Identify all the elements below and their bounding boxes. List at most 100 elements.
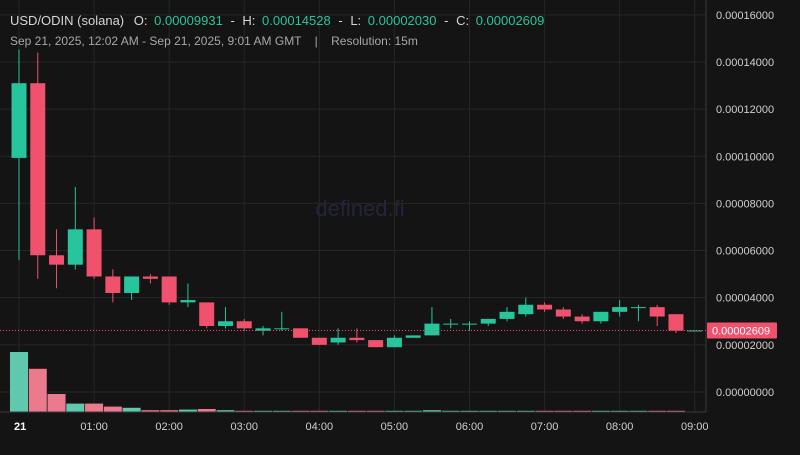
- volume-bar: [591, 410, 610, 412]
- candle[interactable]: [612, 300, 628, 317]
- volume-bar: [460, 410, 479, 412]
- x-tick-label: 06:00: [456, 421, 484, 433]
- candle-body: [105, 276, 121, 293]
- volume-bar: [498, 410, 517, 412]
- volume-bar: [441, 410, 460, 412]
- candle-body: [199, 302, 215, 326]
- high-value: 0.00014528: [262, 13, 331, 28]
- candle[interactable]: [499, 307, 515, 322]
- volume-bars: [10, 352, 685, 412]
- candle-body: [124, 276, 140, 293]
- candle-body: [499, 311, 515, 319]
- candle[interactable]: [518, 297, 534, 317]
- volume-bar: [422, 410, 441, 412]
- y-tick-label: 0.00010000: [716, 151, 774, 163]
- candle[interactable]: [217, 307, 233, 329]
- candle[interactable]: [687, 330, 703, 332]
- candle[interactable]: [124, 276, 140, 301]
- candle[interactable]: [461, 321, 477, 331]
- candle-body: [180, 300, 196, 303]
- last-price-label: 0.00002609: [712, 325, 770, 337]
- candle[interactable]: [180, 283, 196, 308]
- resolution: Resolution: 15m: [331, 34, 418, 48]
- candle[interactable]: [236, 318, 252, 331]
- candle[interactable]: [274, 311, 290, 331]
- candle-body: [330, 337, 346, 343]
- candle-body: [555, 309, 571, 317]
- volume-bar: [28, 368, 47, 412]
- x-tick-label: 09:00: [681, 421, 709, 433]
- close-label: C:: [456, 13, 469, 28]
- candle[interactable]: [67, 186, 83, 270]
- candle[interactable]: [368, 340, 384, 348]
- y-tick-label: 0.00004000: [716, 293, 774, 305]
- candle-body: [405, 335, 421, 338]
- volume-bar: [610, 410, 629, 412]
- high-label: H:: [242, 13, 255, 28]
- candle[interactable]: [86, 217, 102, 279]
- last-price-tag: [707, 322, 777, 339]
- volume-bar: [329, 410, 348, 412]
- volume-bar: [66, 403, 85, 412]
- candle-body: [687, 330, 703, 332]
- candle-body: [574, 316, 590, 322]
- open-label: O:: [134, 13, 148, 28]
- volume-bar: [235, 410, 254, 412]
- candle-body: [386, 337, 402, 348]
- candle[interactable]: [199, 302, 215, 329]
- volume-bar: [10, 352, 28, 412]
- candle[interactable]: [142, 274, 158, 284]
- candle[interactable]: [574, 314, 590, 324]
- candle[interactable]: [49, 229, 65, 289]
- candle-body: [612, 307, 628, 312]
- candle[interactable]: [593, 311, 609, 324]
- candle-body: [161, 276, 177, 303]
- x-tick-label: 21: [14, 421, 26, 433]
- candle[interactable]: [668, 314, 684, 334]
- x-tick-label: 05:00: [381, 421, 409, 433]
- candle[interactable]: [424, 307, 440, 336]
- candles[interactable]: [11, 49, 703, 348]
- volume-bar: [385, 410, 404, 412]
- volume-bar: [554, 410, 573, 412]
- candle[interactable]: [349, 328, 365, 343]
- candle[interactable]: [555, 307, 571, 319]
- volume-bar: [310, 410, 329, 412]
- candle[interactable]: [11, 49, 27, 260]
- candle[interactable]: [386, 335, 402, 348]
- candle[interactable]: [105, 269, 121, 303]
- candle-body: [293, 328, 309, 338]
- low-value: 0.00002030: [368, 13, 437, 28]
- volume-bar: [178, 409, 197, 412]
- candle[interactable]: [293, 328, 309, 338]
- candle[interactable]: [480, 318, 496, 326]
- candle[interactable]: [630, 304, 646, 322]
- candle[interactable]: [537, 302, 553, 312]
- candle[interactable]: [649, 304, 665, 326]
- candle[interactable]: [30, 52, 46, 279]
- candle[interactable]: [443, 318, 459, 329]
- volume-bar: [347, 410, 366, 412]
- y-tick-label: 0.00008000: [716, 198, 774, 210]
- candle-body: [593, 311, 609, 322]
- date-range: Sep 21, 2025, 12:02 AM - Sep 21, 2025, 9…: [10, 34, 302, 48]
- candle[interactable]: [330, 328, 346, 345]
- volume-bar: [516, 410, 535, 412]
- candle-body: [368, 340, 384, 348]
- open-value: 0.00009931: [154, 13, 223, 28]
- volume-bar: [47, 394, 66, 412]
- time-axis[interactable]: 21 01:00 02:00 03:00 04:00 05:00 06:00 07:00 08:…: [14, 421, 709, 433]
- candle[interactable]: [161, 276, 177, 305]
- candle[interactable]: [405, 335, 421, 338]
- candle-body: [649, 307, 665, 317]
- volume-bar: [216, 410, 235, 412]
- candle[interactable]: [255, 325, 271, 336]
- price-axis[interactable]: 0.00016000 0.00014000 0.00012000 0.00010000…: [716, 10, 774, 399]
- candle-body: [668, 314, 684, 331]
- candle[interactable]: [311, 337, 327, 345]
- volume-bar: [254, 410, 273, 412]
- candle-body: [480, 318, 496, 324]
